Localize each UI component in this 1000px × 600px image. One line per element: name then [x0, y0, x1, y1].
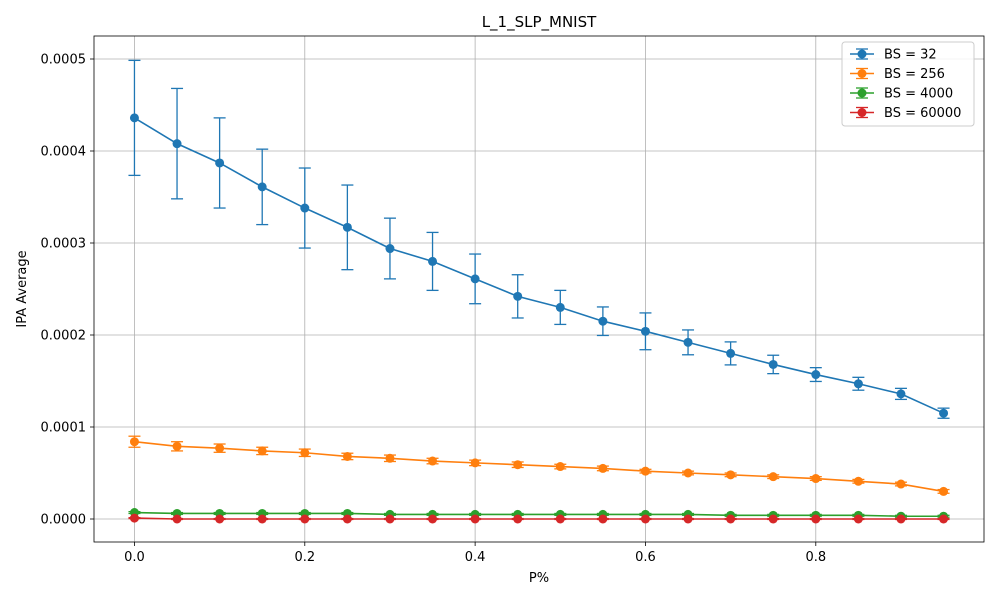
data-point [683, 468, 693, 478]
legend-marker [857, 88, 867, 98]
data-point [300, 448, 310, 458]
data-point [640, 326, 650, 336]
data-point [385, 453, 395, 463]
data-point [896, 514, 906, 524]
data-point [683, 337, 693, 347]
data-point [811, 514, 821, 524]
data-point [598, 463, 608, 473]
data-point [385, 514, 395, 524]
y-tick-label: 0.0003 [41, 237, 87, 252]
data-point [428, 456, 438, 466]
y-tick-label: 0.0005 [41, 53, 87, 68]
data-point [640, 514, 650, 524]
y-axis: 0.0000 0.0001 0.0002 0.0003 0.0004 0.0005 [41, 53, 94, 528]
series-line [134, 511, 944, 518]
x-tick-label: 0.6 [635, 550, 656, 565]
data-point [939, 486, 949, 496]
legend-marker [857, 69, 867, 78]
data-point [215, 443, 225, 453]
x-axis-label: P% [529, 571, 549, 586]
data-point [385, 244, 395, 254]
y-axis-label: IPA Average [15, 250, 30, 327]
data-point [428, 256, 438, 266]
plot-frame [93, 35, 985, 543]
data-point [555, 302, 565, 312]
data-point [172, 514, 182, 524]
series-2 [128, 435, 950, 496]
data-point [811, 474, 821, 484]
data-point [853, 514, 863, 524]
data-point [257, 182, 267, 192]
series-4 [128, 513, 950, 524]
data-point [640, 466, 650, 476]
data-point [513, 514, 523, 524]
data-point [129, 113, 139, 123]
y-tick-label: 0.0004 [41, 145, 87, 160]
data-point [598, 316, 608, 326]
data-point [470, 514, 480, 524]
data-point [598, 514, 608, 524]
series-line [134, 440, 944, 493]
data-point [342, 222, 352, 232]
chart-title: L_1_SLP_MNIST [482, 13, 597, 32]
legend-box [841, 41, 975, 127]
x-tick-label: 0.2 [294, 550, 315, 565]
data-point [257, 446, 267, 456]
data-point [726, 348, 736, 358]
data-point [939, 408, 949, 418]
y-tick-label: 0.0001 [41, 421, 87, 436]
series-line [134, 517, 944, 520]
data-point [939, 514, 949, 524]
data-point [513, 460, 523, 470]
y-tick-label: 0.0000 [41, 513, 87, 528]
data-point [896, 389, 906, 399]
legend-marker [857, 108, 867, 117]
data-point [172, 441, 182, 451]
legend-label: BS = 32 [884, 48, 937, 63]
x-axis: 0.0 0.2 0.4 0.6 0.8 [124, 542, 826, 565]
data-point [300, 203, 310, 213]
data-point [853, 379, 863, 389]
data-point [129, 513, 139, 523]
data-point [853, 476, 863, 486]
legend-label: BS = 256 [884, 67, 945, 82]
data-point [470, 458, 480, 468]
data-point [300, 514, 310, 524]
data-point [726, 514, 736, 524]
legend-label: BS = 60000 [884, 106, 961, 121]
data-point [726, 470, 736, 480]
series-1 [128, 59, 950, 419]
data-point [555, 514, 565, 524]
series-line [134, 117, 944, 414]
legend-marker [857, 49, 867, 59]
data-point [215, 514, 225, 524]
data-point [342, 514, 352, 524]
data-point [896, 479, 906, 489]
data-point [768, 514, 778, 524]
y-tick-label: 0.0002 [41, 329, 87, 344]
data-point [215, 158, 225, 168]
data-point [555, 462, 565, 472]
data-point [513, 291, 523, 301]
data-point [470, 274, 480, 284]
data-point [342, 451, 352, 461]
data-point [768, 472, 778, 482]
x-tick-label: 0.8 [805, 550, 826, 565]
data-point [768, 359, 778, 369]
data-point [257, 514, 267, 524]
data-point [428, 514, 438, 524]
data-point [172, 139, 182, 149]
x-tick-label: 0.0 [124, 550, 145, 565]
legend-label: BS = 4000 [884, 87, 953, 102]
series-layer [128, 59, 950, 524]
data-point [129, 437, 139, 447]
data-point [811, 370, 821, 380]
x-tick-label: 0.4 [465, 550, 486, 565]
data-point [683, 514, 693, 524]
legend: BS = 32 BS = 256 BS = 4000 BS = 60000 [841, 41, 975, 127]
